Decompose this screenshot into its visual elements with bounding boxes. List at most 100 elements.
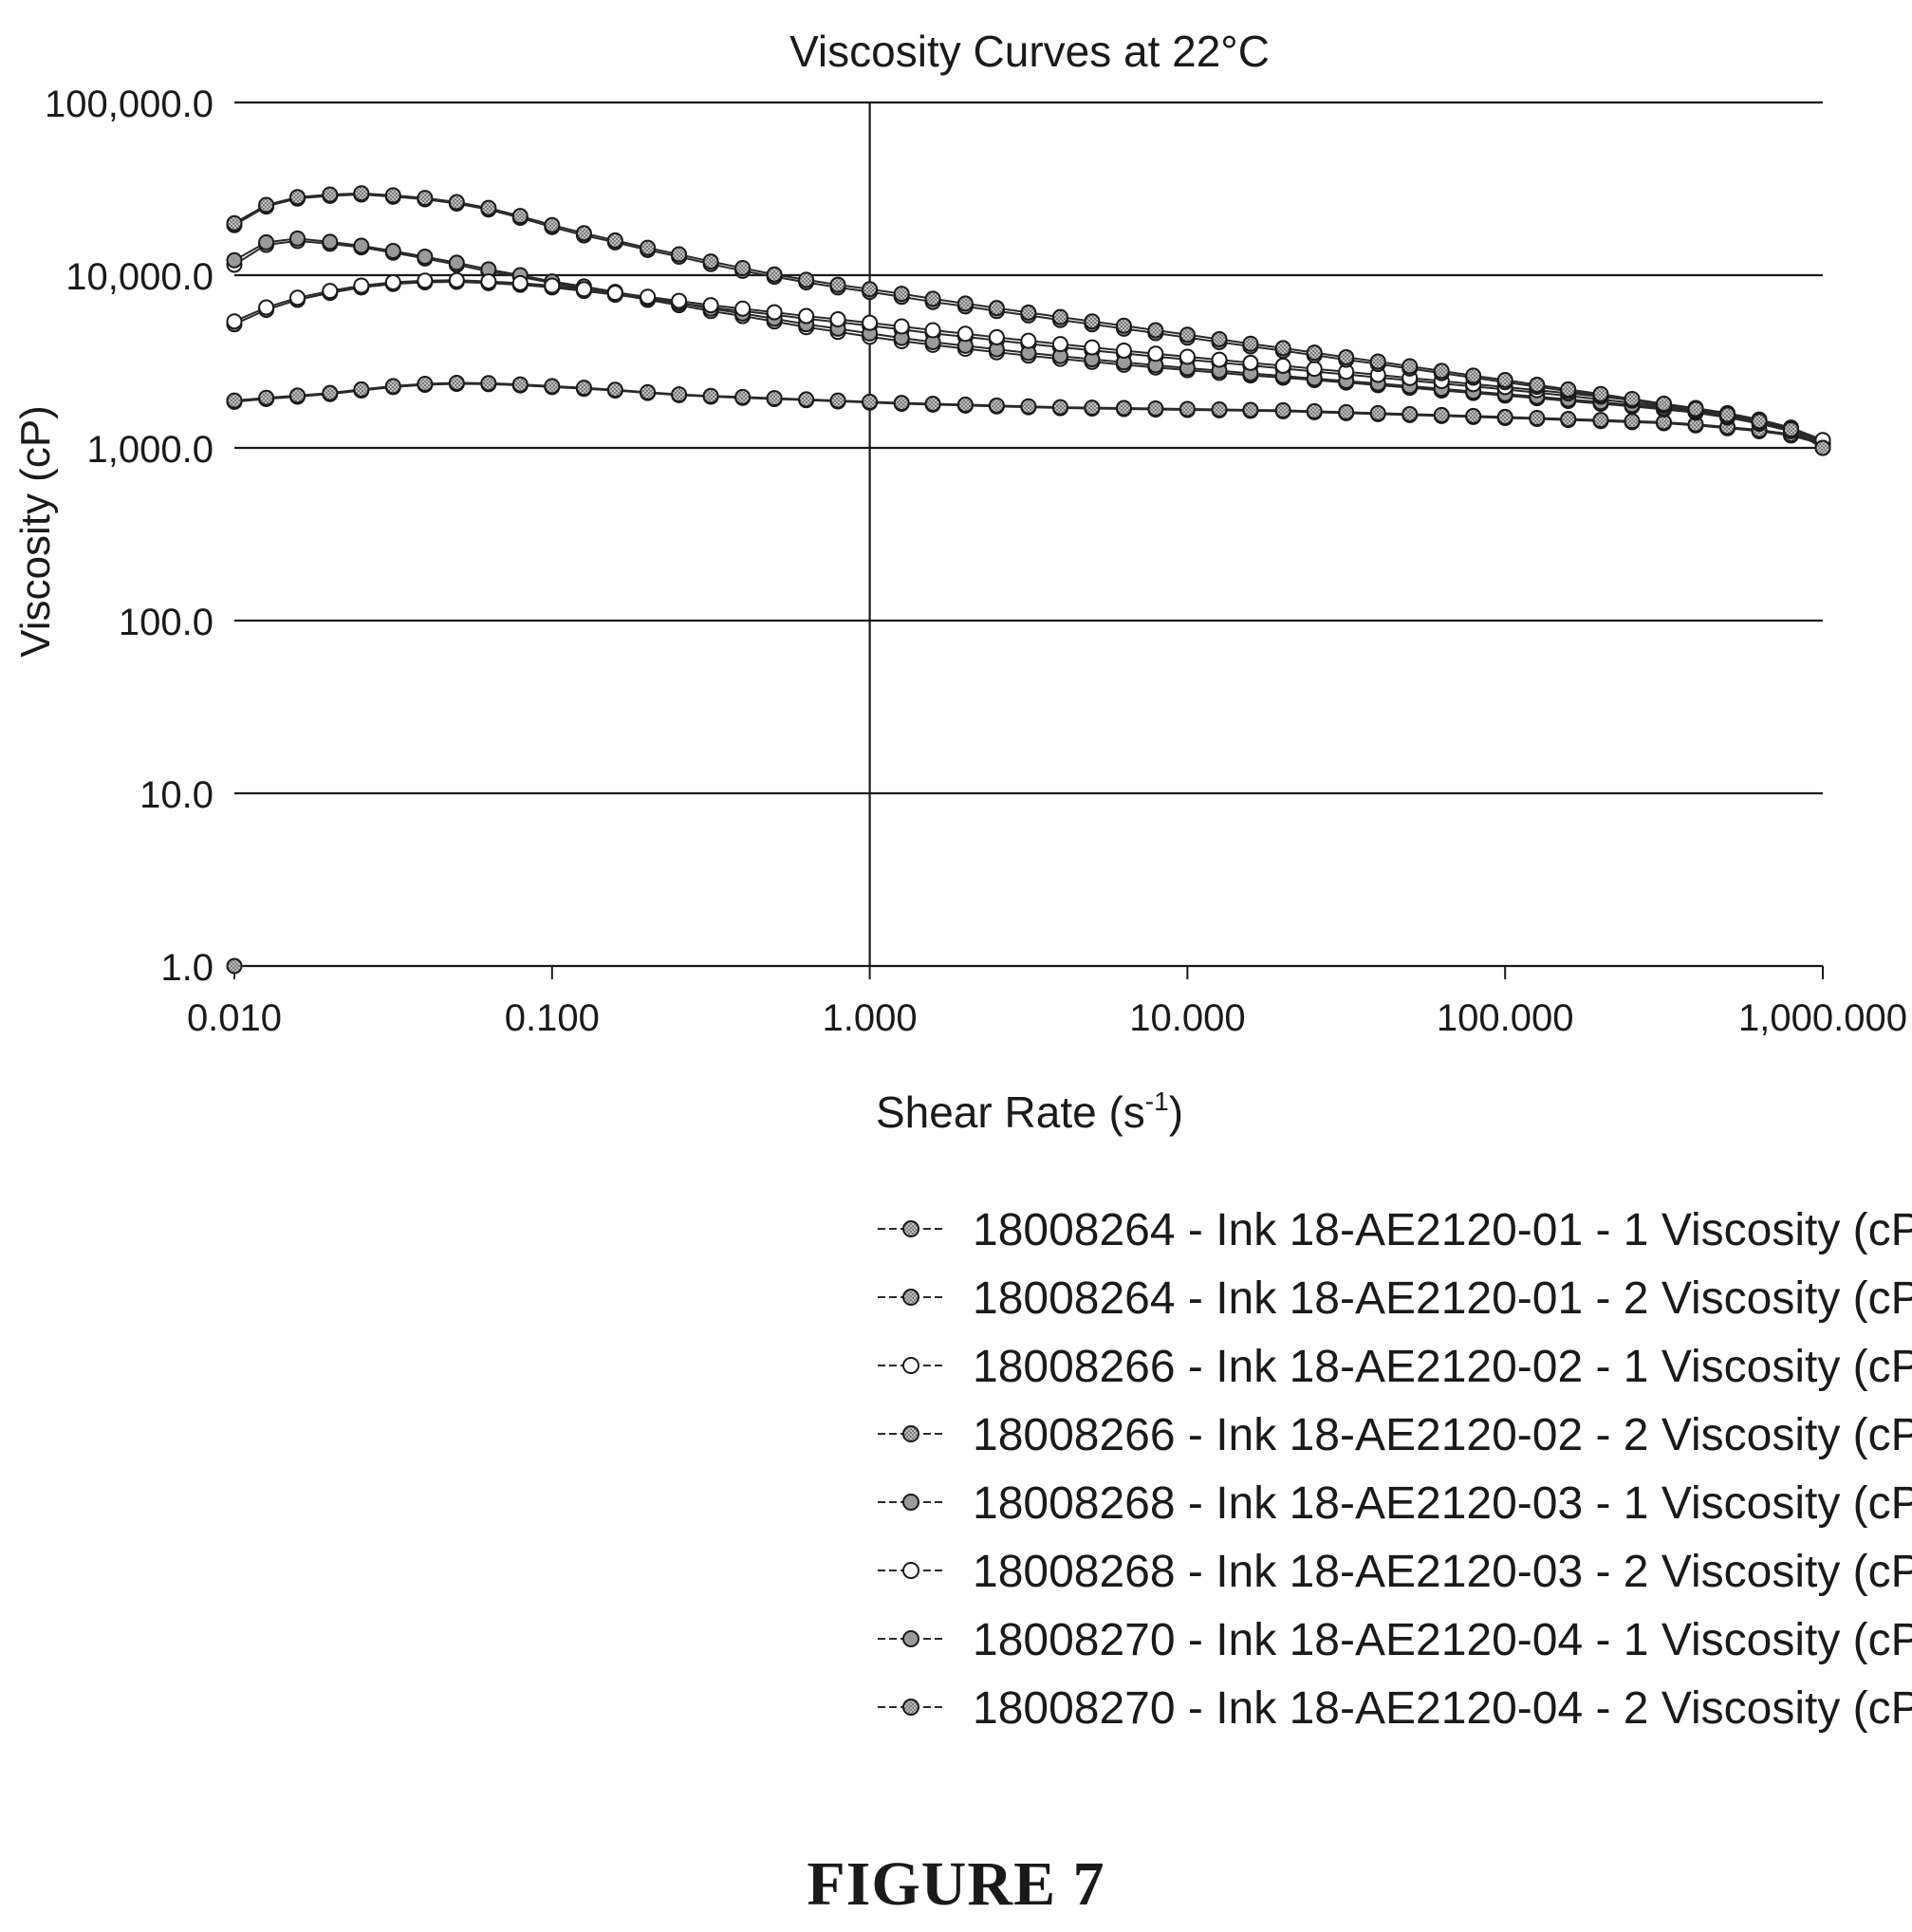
data-point	[1338, 403, 1355, 420]
axes	[233, 102, 1824, 979]
data-point	[766, 304, 783, 321]
data-point	[829, 392, 846, 409]
data-point	[226, 392, 243, 409]
data-point	[1465, 367, 1482, 384]
x-axis-label-suffix: )	[1169, 1087, 1183, 1137]
series-2	[226, 374, 1831, 452]
legend-marker	[902, 1630, 919, 1647]
data-point	[384, 273, 401, 290]
legend-marker	[902, 1220, 919, 1237]
data-point	[1179, 348, 1196, 365]
x-axis-label: Shear Rate (s-1)	[876, 1087, 1183, 1137]
data-point	[1147, 400, 1164, 418]
data-point	[1211, 351, 1228, 368]
data-point	[1020, 304, 1037, 321]
data-point	[1242, 335, 1259, 352]
data-point	[1020, 398, 1037, 415]
y-tick-label: 100.0	[119, 602, 213, 643]
data-point	[1402, 358, 1419, 375]
data-point	[258, 196, 275, 214]
data-point	[448, 374, 465, 391]
data-point	[988, 397, 1005, 414]
legend-entry: 18008268 - Ink 18-AE2120-03 - 1 Viscosit…	[878, 1478, 1912, 1529]
data-point	[1719, 406, 1736, 423]
legend-marker	[902, 1562, 919, 1579]
data-point	[417, 272, 434, 289]
data-point	[289, 289, 306, 307]
data-point	[1084, 399, 1101, 417]
data-point	[702, 297, 719, 314]
data-point	[1560, 411, 1577, 428]
data-point	[1814, 439, 1831, 456]
chart-title: Viscosity Curves at 22°C	[789, 27, 1270, 76]
data-point	[1211, 330, 1228, 347]
y-tick-label: 1.0	[160, 947, 213, 989]
legend-entry: 18008264 - Ink 18-AE2120-01 - 1 Viscosit…	[878, 1205, 1912, 1255]
data-point	[1529, 376, 1546, 393]
data-point	[702, 387, 719, 404]
data-point	[1496, 372, 1513, 389]
data-point	[544, 378, 561, 395]
y-tick-label: 1,000.0	[87, 429, 213, 471]
data-point	[384, 378, 401, 395]
data-point	[1306, 344, 1323, 362]
x-tick-label: 100.000	[1437, 997, 1574, 1039]
data-point	[1274, 357, 1291, 374]
data-point	[1242, 354, 1259, 371]
data-point	[606, 232, 623, 249]
data-point	[1369, 404, 1386, 421]
data-point	[1592, 412, 1609, 429]
data-point	[226, 313, 243, 330]
data-point	[734, 388, 752, 405]
data-point	[226, 214, 243, 232]
data-point	[1306, 361, 1323, 378]
legend-marker	[902, 1699, 919, 1716]
data-point	[798, 391, 815, 408]
data-point	[1782, 420, 1799, 437]
data-point	[417, 190, 434, 207]
data-point	[511, 274, 529, 291]
legend-entry: 18008270 - Ink 18-AE2120-04 - 1 Viscosit…	[878, 1615, 1912, 1665]
data-point	[1084, 339, 1101, 356]
data-point	[1496, 408, 1513, 425]
data-point	[1529, 409, 1546, 426]
data-point	[671, 292, 688, 309]
data-point	[353, 185, 370, 202]
data-point	[289, 387, 306, 404]
x-axis-label-main: Shear Rate (s	[876, 1087, 1145, 1137]
y-axis-label: Viscosity (cP)	[12, 405, 59, 658]
data-point	[289, 230, 306, 247]
data-point	[480, 273, 497, 290]
grid-lines	[234, 101, 1823, 968]
data-point	[1115, 317, 1132, 334]
data-point	[417, 248, 434, 265]
legend-entry: 18008266 - Ink 18-AE2120-02 - 1 Viscosit…	[878, 1342, 1912, 1392]
data-point	[1338, 348, 1355, 365]
data-point	[671, 386, 688, 403]
data-point	[575, 225, 592, 242]
data-point	[956, 396, 974, 413]
data-point	[988, 328, 1005, 345]
data-point	[544, 277, 561, 294]
data-point	[829, 311, 846, 328]
y-tick-label: 10,000.0	[65, 256, 213, 298]
x-tick-label: 0.010	[187, 997, 282, 1039]
data-point	[1179, 400, 1196, 418]
data-point	[606, 285, 623, 302]
data-point	[924, 322, 941, 339]
data-point	[1433, 406, 1450, 423]
data-point	[448, 194, 465, 211]
data-point	[671, 246, 688, 263]
data-point	[226, 251, 243, 269]
legend-label: 18008266 - Ink 18-AE2120-02 - 2 Viscosit…	[973, 1410, 1912, 1460]
data-point	[511, 208, 529, 225]
legend-entry: 18008270 - Ink 18-AE2120-04 - 2 Viscosit…	[878, 1683, 1912, 1734]
data-point	[258, 233, 275, 251]
data-point	[1433, 362, 1450, 380]
data-point	[829, 276, 846, 293]
data-point	[862, 314, 879, 331]
data-point	[862, 393, 879, 410]
data-point	[640, 239, 657, 256]
data-point	[448, 271, 465, 288]
